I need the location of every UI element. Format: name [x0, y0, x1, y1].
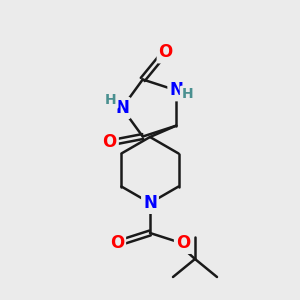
Text: N: N — [115, 99, 129, 117]
Text: N: N — [143, 194, 157, 212]
Text: N: N — [169, 81, 183, 99]
Text: H: H — [182, 87, 193, 101]
Text: H: H — [105, 93, 117, 107]
Text: O: O — [103, 133, 117, 151]
Text: O: O — [159, 44, 173, 62]
Text: O: O — [110, 234, 124, 252]
Text: O: O — [176, 234, 190, 252]
